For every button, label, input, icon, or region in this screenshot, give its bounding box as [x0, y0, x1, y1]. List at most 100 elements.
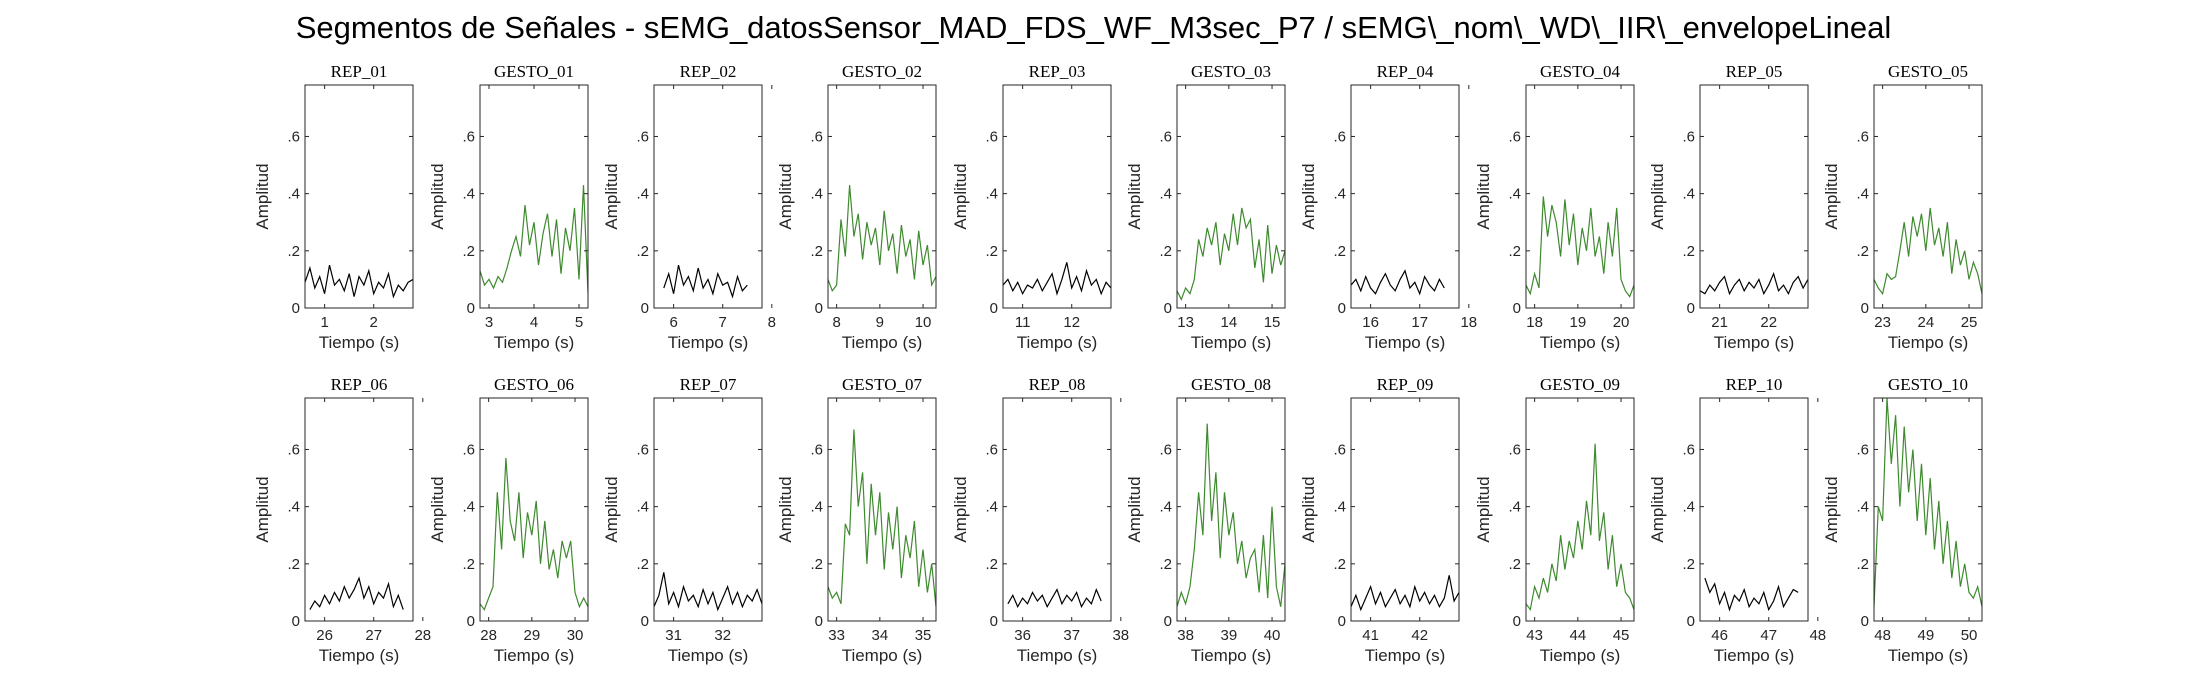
subplot-rep-02: 0 .2 .4 .6 6 7 8 REP_02 Tiempo (s) Amplitud — [602, 62, 776, 352]
x-tick-label: 36 — [1014, 627, 1031, 644]
x-axis-label: Tiempo (s) — [1365, 646, 1446, 665]
x-tick-label: 5 — [575, 314, 583, 331]
y-tick-label: 0 — [1861, 613, 1869, 630]
x-tick-label: 25 — [1961, 314, 1978, 331]
subplot-gesto-03: 0 .2 .4 .6 13 14 15 GESTO_03 Tiempo (s) Amplitud — [1125, 62, 1286, 352]
axes-box — [1525, 84, 1635, 309]
x-axis-label: Tiempo (s) — [494, 333, 575, 352]
x-tick-label: 31 — [665, 627, 682, 644]
x-tick-label: 17 — [1411, 314, 1428, 331]
subplot-rep-05: 0 .2 .4 .6 21 22 REP_05 Tiempo (s) Amplitud — [1648, 62, 1809, 352]
y-tick-label: .6 — [1508, 128, 1521, 145]
y-tick-label: .2 — [1508, 556, 1521, 573]
axes-box — [827, 397, 937, 622]
axes-box — [1002, 397, 1112, 622]
x-tick-label: 32 — [714, 627, 731, 644]
y-axis-label: Amplitud — [602, 163, 621, 229]
y-tick-label: .6 — [287, 128, 300, 145]
x-tick-label: 18 — [1526, 314, 1543, 331]
x-tick-label: 48 — [1809, 627, 1826, 644]
x-tick-label: 14 — [1220, 314, 1237, 331]
x-tick-label: 42 — [1411, 627, 1428, 644]
x-tick-label: 16 — [1362, 314, 1379, 331]
axes-box — [827, 84, 937, 309]
x-axis-label: Tiempo (s) — [1540, 333, 1621, 352]
subplot-title: REP_02 — [680, 62, 737, 81]
y-tick-label: .2 — [636, 556, 649, 573]
subplot-gesto-06: 0 .2 .4 .6 28 29 30 GESTO_06 Tiempo (s) Amplitud — [428, 375, 589, 665]
axes-box — [304, 84, 414, 309]
x-tick-label: 43 — [1526, 627, 1543, 644]
y-tick-label: 0 — [292, 300, 300, 317]
subplot-title: GESTO_10 — [1888, 375, 1968, 394]
y-tick-label: .4 — [1856, 499, 1869, 516]
y-tick-label: .6 — [462, 128, 475, 145]
y-tick-label: .2 — [810, 556, 823, 573]
y-tick-label: .4 — [810, 499, 823, 516]
y-tick-label: .2 — [810, 243, 823, 260]
subplot-rep-03: 0 .2 .4 .6 11 12 REP_03 Tiempo (s) Amplitud — [951, 62, 1112, 352]
y-tick-label: .4 — [985, 186, 998, 203]
axes-box — [653, 84, 763, 309]
x-axis-label: Tiempo (s) — [1888, 333, 1969, 352]
x-tick-label: 41 — [1362, 627, 1379, 644]
y-tick-label: 0 — [1687, 613, 1695, 630]
subplot-rep-07: 0 .2 .4 .6 31 32 REP_07 Tiempo (s) Amplitud — [602, 375, 763, 665]
y-axis-label: Amplitud — [1648, 163, 1667, 229]
x-axis-label: Tiempo (s) — [842, 646, 923, 665]
x-axis-label: Tiempo (s) — [1365, 333, 1446, 352]
x-tick-label: 28 — [480, 627, 497, 644]
y-tick-label: .6 — [1682, 128, 1695, 145]
y-tick-label: .2 — [287, 556, 300, 573]
y-tick-label: .6 — [1856, 128, 1869, 145]
series-line — [1700, 271, 1808, 296]
x-axis-label: Tiempo (s) — [842, 333, 923, 352]
y-tick-label: .2 — [636, 243, 649, 260]
axes-box — [1873, 397, 1983, 622]
subplot-title: REP_10 — [1726, 375, 1783, 394]
y-tick-label: .2 — [1159, 556, 1172, 573]
y-tick-label: .6 — [287, 441, 300, 458]
subplot-title: REP_05 — [1726, 62, 1783, 81]
x-tick-label: 8 — [832, 314, 840, 331]
y-tick-label: .2 — [1856, 556, 1869, 573]
y-tick-label: 0 — [990, 300, 998, 317]
y-tick-label: .2 — [985, 243, 998, 260]
x-tick-label: 10 — [915, 314, 932, 331]
y-tick-label: .4 — [1508, 186, 1521, 203]
series-line — [1177, 207, 1285, 301]
y-tick-label: .4 — [287, 186, 300, 203]
subplot-gesto-08: 0 .2 .4 .6 38 39 40 GESTO_08 Tiempo (s) Amplitud — [1125, 375, 1286, 665]
series-line — [1003, 262, 1111, 296]
x-tick-label: 12 — [1063, 314, 1080, 331]
x-tick-label: 44 — [1569, 627, 1586, 644]
y-tick-label: .4 — [287, 499, 300, 516]
x-tick-label: 49 — [1917, 627, 1934, 644]
subplot-title: GESTO_07 — [842, 375, 922, 394]
y-tick-label: .6 — [1682, 441, 1695, 458]
y-tick-label: 0 — [1861, 300, 1869, 317]
y-axis-label: Amplitud — [428, 476, 447, 542]
subplot-title: REP_01 — [331, 62, 388, 81]
x-axis-label: Tiempo (s) — [1191, 333, 1272, 352]
y-axis-label: Amplitud — [1299, 476, 1318, 542]
y-tick-label: .4 — [810, 186, 823, 203]
subplot-title: REP_09 — [1377, 375, 1434, 394]
x-tick-label: 39 — [1220, 627, 1237, 644]
subplot-title: GESTO_06 — [494, 375, 574, 394]
y-axis-label: Amplitud — [253, 476, 272, 542]
x-tick-label: 28 — [414, 627, 431, 644]
y-tick-label: .6 — [1333, 441, 1346, 458]
y-tick-label: .6 — [1159, 441, 1172, 458]
x-tick-label: 3 — [485, 314, 493, 331]
axes-box — [304, 397, 414, 622]
y-tick-label: 0 — [1513, 613, 1521, 630]
series-line — [663, 264, 748, 299]
y-tick-label: .4 — [1856, 186, 1869, 203]
y-tick-label: 0 — [641, 300, 649, 317]
series-line — [480, 185, 588, 294]
subplot-rep-06: 0 .2 .4 .6 26 27 28 REP_06 Tiempo (s) Amplitud — [253, 375, 431, 665]
y-tick-label: .4 — [1159, 499, 1172, 516]
x-tick-label: 38 — [1112, 627, 1129, 644]
y-axis-label: Amplitud — [1822, 476, 1841, 542]
